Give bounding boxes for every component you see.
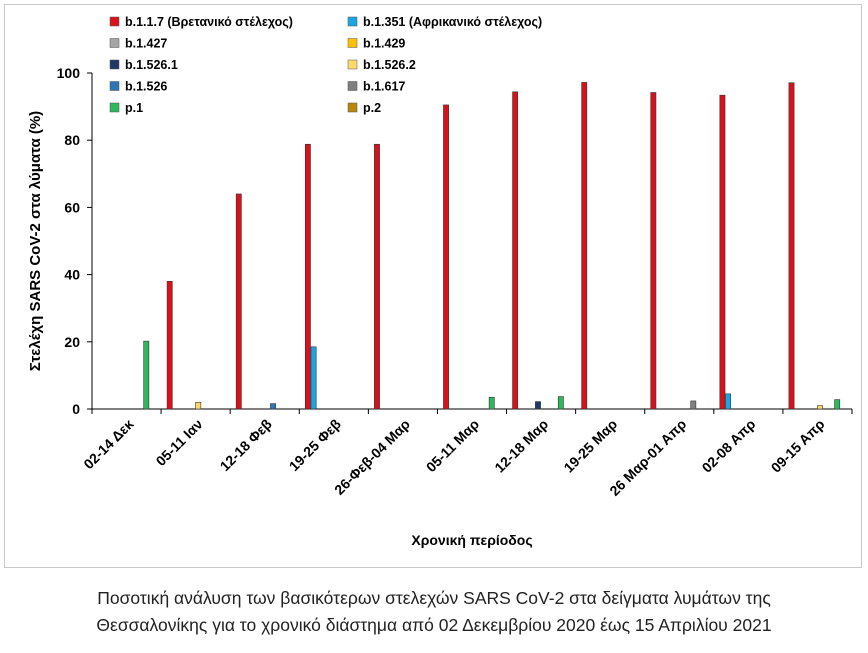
bar (443, 104, 449, 410)
legend: b.1.1.7 (Βρετανικό στέλεχος) b.1.351 (Αφρ… (109, 15, 542, 115)
legend-swatch (347, 16, 358, 27)
legend-swatch (109, 102, 120, 113)
x-tick-label: 02-08 Απρ (699, 416, 759, 476)
bar (557, 396, 564, 410)
bar (310, 346, 317, 410)
y-tick-label: 60 (64, 199, 80, 215)
y-axis: 0 20 40 60 80 100 (57, 65, 93, 417)
bar (725, 393, 732, 410)
bar (650, 92, 657, 410)
chart-frame (4, 4, 862, 568)
legend-swatch (109, 38, 120, 48)
x-tick-label: 26-Φεβ-04 Μαρ (331, 416, 413, 498)
legend-label: b.1.351 (Αφρικανικό στέλεχος) (363, 15, 542, 29)
y-tick-label: 0 (72, 401, 80, 417)
bar (512, 91, 519, 410)
bar (488, 396, 495, 410)
bar (235, 193, 242, 410)
legend-label: b.1.617 (363, 80, 405, 94)
bar (304, 143, 311, 410)
legend-swatch (347, 81, 358, 91)
bar (834, 399, 841, 410)
bar (374, 143, 380, 410)
x-tick-label: 19-25 Μαρ (560, 416, 620, 476)
bar (535, 401, 541, 410)
legend-swatch (109, 16, 120, 27)
x-tick-label: 02-14 Δεκ (80, 416, 136, 472)
legend-label: b.1.427 (125, 37, 167, 51)
x-tick-label: 05-11 Ιαν (153, 416, 206, 469)
bar (270, 403, 276, 410)
legend-label: b.1.526.2 (363, 58, 416, 72)
x-tick-label: 12-18 Φεβ (217, 415, 276, 474)
legend-label: b.1.1.7 (Βρετανικό στέλεχος) (125, 15, 293, 29)
legend-swatch (347, 59, 358, 70)
x-tick-label: 19-25 Φεβ (286, 415, 345, 474)
x-tick-label: 12-18 Μαρ (491, 416, 551, 476)
bar (166, 281, 173, 410)
legend-swatch (109, 59, 120, 70)
y-tick-label: 100 (57, 65, 81, 81)
y-tick-label: 80 (64, 132, 80, 148)
y-tick-label: 20 (64, 334, 80, 350)
bar (788, 82, 795, 410)
x-axis: 02-14 Δεκ 05-11 Ιαν 12-18 Φεβ 19-25 Φεβ26-Φ… (80, 408, 853, 499)
bar (719, 94, 726, 410)
caption-line-1: Ποσοτική ανάλυση των βασικότερων στελεχώ… (97, 588, 771, 608)
bars-group (143, 82, 841, 410)
y-tick-label: 40 (64, 267, 80, 283)
legend-label: b.1.526.1 (125, 58, 178, 72)
bar (690, 400, 697, 410)
x-tick-label: 05-11 Μαρ (423, 416, 483, 476)
legend-label: p.2 (363, 101, 381, 115)
bar (581, 82, 588, 410)
bar (817, 405, 823, 410)
caption-line-2: Θεσσαλονίκης για το χρονικό διάστημα από… (96, 615, 772, 635)
bar (195, 401, 202, 410)
legend-label: b.1.429 (363, 37, 405, 51)
x-axis-title: Χρονική περίοδος (411, 532, 532, 548)
legend-swatch (347, 38, 358, 48)
y-axis-title: Στελέχη SARS CoV-2 στα λύματα (%) (27, 111, 44, 371)
bar-chart: b.1.1.7 (Βρετανικό στέλεχος) b.1.351 (Αφρ… (27, 15, 853, 548)
x-tick-label: 09-15 Απρ (768, 416, 828, 476)
legend-swatch (109, 81, 120, 91)
legend-label: b.1.526 (125, 80, 167, 94)
figure-caption: Ποσοτική ανάλυση των βασικότερων στελεχώ… (0, 585, 868, 639)
bar (143, 340, 150, 410)
legend-label: p.1 (125, 101, 143, 115)
legend-swatch (347, 102, 358, 113)
